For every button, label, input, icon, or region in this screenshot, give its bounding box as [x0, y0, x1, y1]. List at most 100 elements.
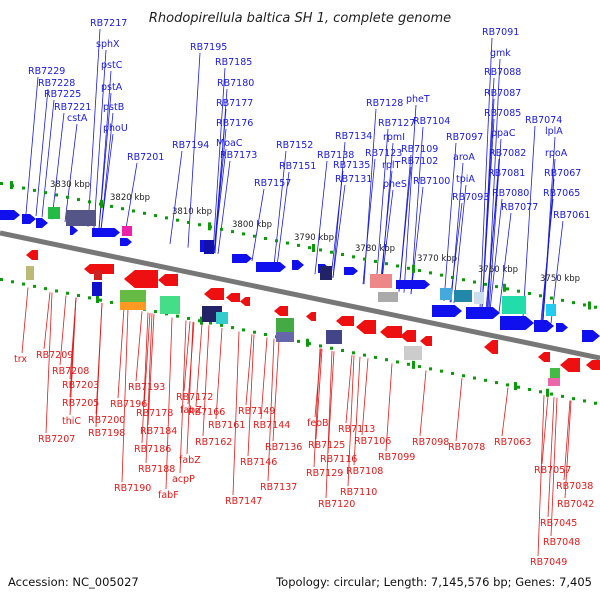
feature-block — [48, 207, 60, 219]
major-tick — [588, 301, 591, 310]
reverse-gene-label-leader — [145, 313, 153, 464]
forward-gene-label: pheT — [406, 94, 430, 105]
tick-dot — [11, 280, 14, 284]
forward-gene-label: RB7177 — [216, 98, 253, 109]
forward-gene-label-text: RB7176 — [216, 118, 253, 129]
major-tick — [503, 283, 506, 292]
tick-marks — [0, 181, 597, 405]
tick-dot — [22, 282, 25, 286]
forward-gene-label-leader — [187, 52, 201, 248]
major-tick — [10, 181, 13, 190]
reverse-gene-arrow — [226, 293, 240, 302]
tick-dot — [429, 271, 432, 275]
tick-dot — [143, 211, 146, 215]
forward-gene-label-text: RB7221 — [54, 102, 91, 113]
tick-dot — [363, 353, 366, 357]
tick-dot — [352, 351, 355, 355]
forward-gene-label: RB7074 — [525, 115, 562, 126]
forward-gene-arrow — [396, 280, 430, 289]
forward-gene-label-leader — [380, 142, 394, 288]
forward-gene-arrow — [36, 218, 48, 228]
reverse-gene-label: RB7147 — [225, 496, 262, 507]
reverse-gene-label: RB7166 — [188, 407, 225, 418]
forward-gene-label-text: RB7061 — [553, 210, 590, 221]
forward-gene-label-text: RB7093 — [452, 192, 489, 203]
forward-gene-label: RB7185 — [215, 57, 252, 68]
feature-block — [320, 266, 332, 280]
reverse-gene-label: RB7209 — [36, 350, 73, 361]
genome-backbone — [0, 230, 600, 361]
tick-dot — [88, 296, 91, 300]
reverse-gene-label-text: RB7125 — [308, 440, 345, 451]
feature-block — [120, 302, 146, 310]
forward-gene-label: pstA — [101, 82, 123, 93]
tick-dot — [451, 371, 454, 375]
reverse-gene-label-text: RB7178 — [136, 408, 173, 419]
forward-gene-label-text: rplT — [382, 160, 401, 171]
feature-block — [276, 332, 294, 342]
reverse-gene-label-leader — [541, 395, 549, 465]
forward-gene-label-text: tpiA — [456, 174, 475, 185]
forward-gene-label-text: RB7097 — [446, 132, 483, 143]
forward-gene-arrow — [344, 267, 358, 275]
accession-text: Accession: NC_005027 — [8, 575, 139, 589]
reverse-gene-label: RB7099 — [378, 452, 415, 463]
forward-gene-label: RB7194 — [172, 140, 209, 151]
position-label: 3770 kbp — [417, 254, 457, 264]
major-tick — [96, 294, 99, 303]
tick-dot — [352, 255, 355, 259]
tick-dot — [495, 285, 498, 289]
forward-gene-arrow — [0, 210, 20, 220]
forward-gene-label-text: sphX — [96, 39, 120, 50]
reverse-gene-arrow — [84, 264, 114, 274]
feature-block — [370, 274, 392, 288]
reverse-gene-label: RB7120 — [318, 499, 355, 510]
reverse-gene-label: RB7125 — [308, 440, 345, 451]
forward-gene-label: MoaC — [216, 138, 243, 149]
tick-dot — [77, 198, 80, 202]
tick-dot — [517, 385, 520, 389]
reverse-gene-label: RB7178 — [136, 408, 173, 419]
reverse-gene-label: fabF — [158, 490, 179, 501]
tick-dot — [242, 328, 245, 332]
map-title: Rhodopirellula baltica SH 1, complete ge… — [149, 11, 451, 26]
tick-dot — [176, 218, 179, 222]
reverse-gene-label-leader — [564, 400, 572, 499]
tick-dot — [44, 191, 47, 195]
forward-gene-label-text: RB7185 — [215, 57, 252, 68]
reverse-gene-label-leader — [141, 312, 149, 444]
forward-gene-label: RB7228 — [38, 78, 75, 89]
tick-dot — [473, 376, 476, 380]
tick-dot — [528, 291, 531, 295]
forward-gene-label-text: RB7088 — [484, 67, 521, 78]
reverse-gene-label-text: RB7136 — [265, 442, 302, 453]
forward-gene-label-text: RB7151 — [279, 161, 316, 172]
genome-stats-text: Topology: circular; Length: 7,145,576 bp… — [275, 575, 592, 589]
position-label: 3820 kbp — [110, 193, 150, 203]
forward-gene-label-text: pstC — [101, 60, 123, 71]
feature-block — [122, 226, 132, 236]
forward-gene-label-leader — [100, 133, 114, 230]
reverse-gene-label-text: RB7049 — [530, 557, 567, 568]
tick-dot — [440, 369, 443, 373]
forward-gene-label-leader — [213, 148, 227, 254]
reverse-gene-label: RB7129 — [306, 468, 343, 479]
reverse-gene-label-leader — [186, 321, 194, 455]
feature-block — [404, 346, 422, 360]
tick-dot — [110, 204, 113, 208]
tick-dot — [0, 182, 3, 185]
forward-gene-label: RB7080 — [492, 188, 529, 199]
reverse-gene-label-text: fabF — [158, 490, 179, 501]
forward-gene-label-leader — [443, 142, 457, 302]
reverse-gene-label-text: RB7078 — [448, 442, 485, 453]
reverse-gene-arrow — [204, 288, 224, 300]
reverse-gene-arrow — [420, 336, 432, 346]
forward-gene-arrow — [70, 226, 78, 235]
forward-gene-label-leader — [522, 125, 536, 318]
major-tick — [200, 316, 203, 325]
forward-gene-label-leader — [403, 104, 417, 293]
reverse-gene-label-text: RB7146 — [240, 457, 277, 468]
reverse-gene-label: feoB — [307, 418, 329, 429]
reverse-gene-label-text: RB7166 — [188, 407, 225, 418]
